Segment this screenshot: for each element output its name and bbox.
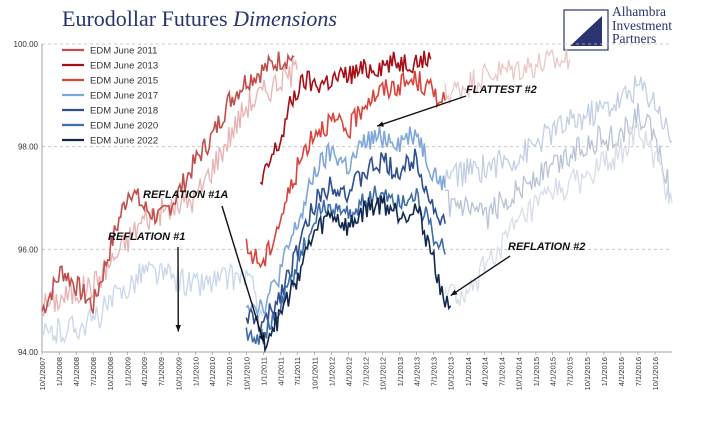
- annotation-arrow: [450, 255, 511, 297]
- annotation-label: REFLATION #1A: [143, 189, 228, 201]
- logo-text: Alhambra Investment Partners: [612, 5, 672, 46]
- x-tick-label: 1/1/2008: [55, 357, 64, 386]
- annotation-label: REFLATION #1: [108, 231, 185, 243]
- legend-label: EDM June 2022: [90, 136, 158, 147]
- series-line: [259, 50, 432, 186]
- faded-series-line: [444, 122, 673, 306]
- x-tick-label: 1/1/2011: [259, 357, 268, 386]
- x-tick-label: 7/1/2015: [566, 357, 575, 386]
- faded-series-line: [41, 59, 298, 318]
- x-tick-label: 10/1/2013: [447, 357, 456, 390]
- legend-label: EDM June 2017: [90, 91, 158, 102]
- annotation-arrow: [376, 95, 467, 127]
- x-tick-label: 7/1/2010: [225, 357, 234, 386]
- x-tick-label: 10/1/2016: [651, 357, 660, 390]
- faded-series-line: [444, 48, 571, 104]
- faded-series-line: [41, 260, 264, 344]
- x-tick-label: 7/1/2012: [361, 357, 370, 386]
- chart-title-italic: Dimensions: [233, 6, 337, 31]
- x-tick-label: 7/1/2008: [89, 357, 98, 386]
- series-line: [245, 70, 446, 269]
- x-tick-label: 1/1/2009: [123, 357, 132, 386]
- x-tick-label: 10/1/2011: [310, 357, 319, 390]
- y-tick-label: 98.00: [18, 143, 39, 152]
- logo-line-1: Alhambra: [612, 4, 666, 19]
- series-line: [245, 148, 446, 334]
- annotation-label: FLATTEST #2: [466, 84, 537, 96]
- annotation-arrowhead: [175, 325, 181, 332]
- y-tick-label: 96.00: [18, 245, 39, 254]
- x-tick-label: 4/1/2014: [481, 357, 490, 386]
- annotation-arrowhead: [450, 289, 458, 296]
- x-tick-label: 4/1/2012: [345, 357, 354, 386]
- x-tick-label: 7/1/2009: [157, 357, 166, 386]
- legend-label: EDM June 2015: [90, 76, 158, 87]
- annotation-arrowhead: [377, 121, 384, 127]
- x-tick-label: 4/1/2016: [617, 357, 626, 386]
- legend-label: EDM June 2013: [90, 61, 158, 72]
- x-tick-label: 10/1/2010: [242, 357, 251, 390]
- legend-label: EDM June 2020: [90, 121, 158, 132]
- annotation-label: REFLATION #2: [508, 241, 585, 253]
- x-tick-label: 4/1/2009: [140, 357, 149, 386]
- logo-line-3: Partners: [612, 31, 657, 46]
- x-tick-label: 4/1/2015: [549, 357, 558, 386]
- chart-title-main: Eurodollar Futures: [62, 6, 228, 31]
- x-tick-label: 10/1/2012: [379, 357, 388, 390]
- chart-title: Eurodollar Futures Dimensions: [62, 6, 337, 32]
- legend-label: EDM June 2011: [90, 46, 157, 57]
- x-tick-label: 1/1/2012: [328, 357, 337, 386]
- x-tick-label: 7/1/2011: [293, 357, 302, 386]
- x-tick-label: 7/1/2016: [634, 357, 643, 386]
- x-tick-label: 10/1/2015: [583, 357, 592, 390]
- x-tick-label: 1/1/2015: [532, 357, 541, 386]
- x-tick-label: 1/1/2010: [191, 357, 200, 386]
- x-tick-label: 4/1/2011: [276, 357, 285, 386]
- faded-series-line: [445, 103, 673, 230]
- x-tick-label: 1/1/2013: [396, 357, 405, 386]
- x-tick-label: 1/1/2014: [464, 357, 473, 386]
- series-line: [245, 126, 446, 317]
- annotation-arrow: [221, 205, 265, 342]
- series-line: [262, 195, 452, 354]
- x-tick-label: 4/1/2010: [208, 357, 217, 386]
- x-tick-label: 10/1/2007: [38, 357, 47, 390]
- y-tick-label: 94.00: [18, 348, 39, 357]
- series-line: [41, 51, 295, 314]
- logo-line-2: Investment: [612, 17, 672, 33]
- x-tick-label: 10/1/2014: [515, 357, 524, 390]
- x-tick-label: 10/1/2009: [174, 357, 183, 390]
- x-tick-label: 7/1/2013: [430, 357, 439, 386]
- x-tick-label: 4/1/2013: [413, 357, 422, 386]
- legend-label: EDM June 2018: [90, 106, 158, 117]
- company-logo: [563, 9, 609, 51]
- x-tick-label: 7/1/2014: [498, 357, 507, 386]
- y-tick-label: 100.00: [14, 40, 39, 49]
- x-tick-label: 4/1/2008: [72, 357, 81, 386]
- annotation-arrowhead: [259, 334, 265, 342]
- faded-series-line: [444, 75, 673, 187]
- x-tick-label: 1/1/2016: [600, 357, 609, 386]
- x-tick-label: 10/1/2008: [106, 357, 115, 390]
- logo-shape: [570, 16, 602, 46]
